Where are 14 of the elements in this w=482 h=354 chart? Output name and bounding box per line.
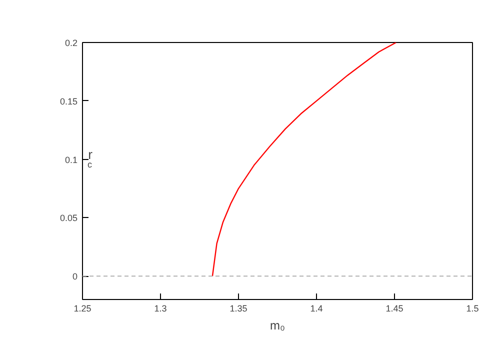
x-tick-label: 1.3 <box>154 304 167 314</box>
x-tick-label: 1.25 <box>74 304 92 314</box>
x-axis-title: m₀ <box>270 318 286 332</box>
y-tick-label: 0.1 <box>64 154 78 165</box>
x-tick-label: 1.35 <box>230 304 248 314</box>
y-tick-label: 0.05 <box>60 213 78 224</box>
y-tick-label: 0 <box>72 272 78 282</box>
y-axis-title: rc <box>88 147 94 170</box>
x-tick-label: 1.4 <box>310 304 323 314</box>
y-tick-label: 0.15 <box>60 96 78 106</box>
line-series <box>212 42 397 277</box>
x-tick-label: 1.45 <box>386 304 404 314</box>
y-tick-label: 0.2 <box>64 38 78 48</box>
x-tick-label: 1.5 <box>466 304 479 314</box>
